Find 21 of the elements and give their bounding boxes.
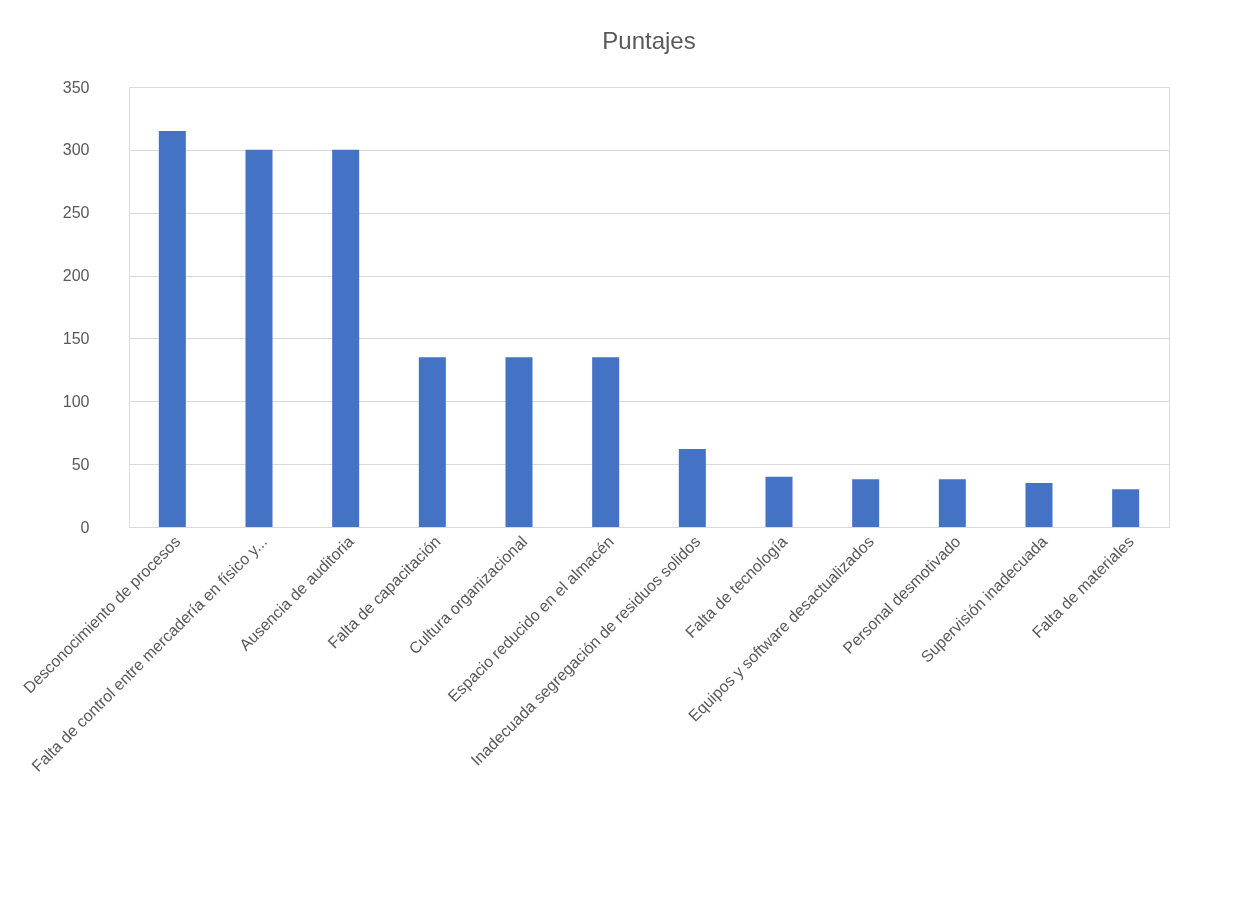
chart-title: Puntajes bbox=[602, 27, 696, 54]
y-tick-label: 350 bbox=[62, 78, 90, 96]
y-tick-label: 250 bbox=[62, 204, 90, 222]
bar bbox=[245, 149, 273, 527]
y-tick-label: 200 bbox=[62, 267, 90, 285]
y-tick-label: 0 bbox=[80, 518, 90, 536]
bar bbox=[158, 131, 186, 527]
bar bbox=[332, 149, 360, 527]
bar bbox=[418, 357, 446, 527]
y-tick-label: 50 bbox=[71, 455, 90, 473]
bar bbox=[592, 357, 620, 527]
bar bbox=[1025, 483, 1053, 527]
bar bbox=[938, 479, 966, 527]
y-tick-label: 100 bbox=[62, 392, 90, 410]
bar bbox=[852, 479, 880, 527]
bar bbox=[1112, 489, 1140, 527]
bar bbox=[678, 449, 706, 527]
bar bbox=[765, 476, 793, 527]
y-tick-label: 150 bbox=[62, 329, 90, 347]
y-tick-label: 300 bbox=[62, 141, 90, 159]
bar bbox=[505, 357, 533, 527]
